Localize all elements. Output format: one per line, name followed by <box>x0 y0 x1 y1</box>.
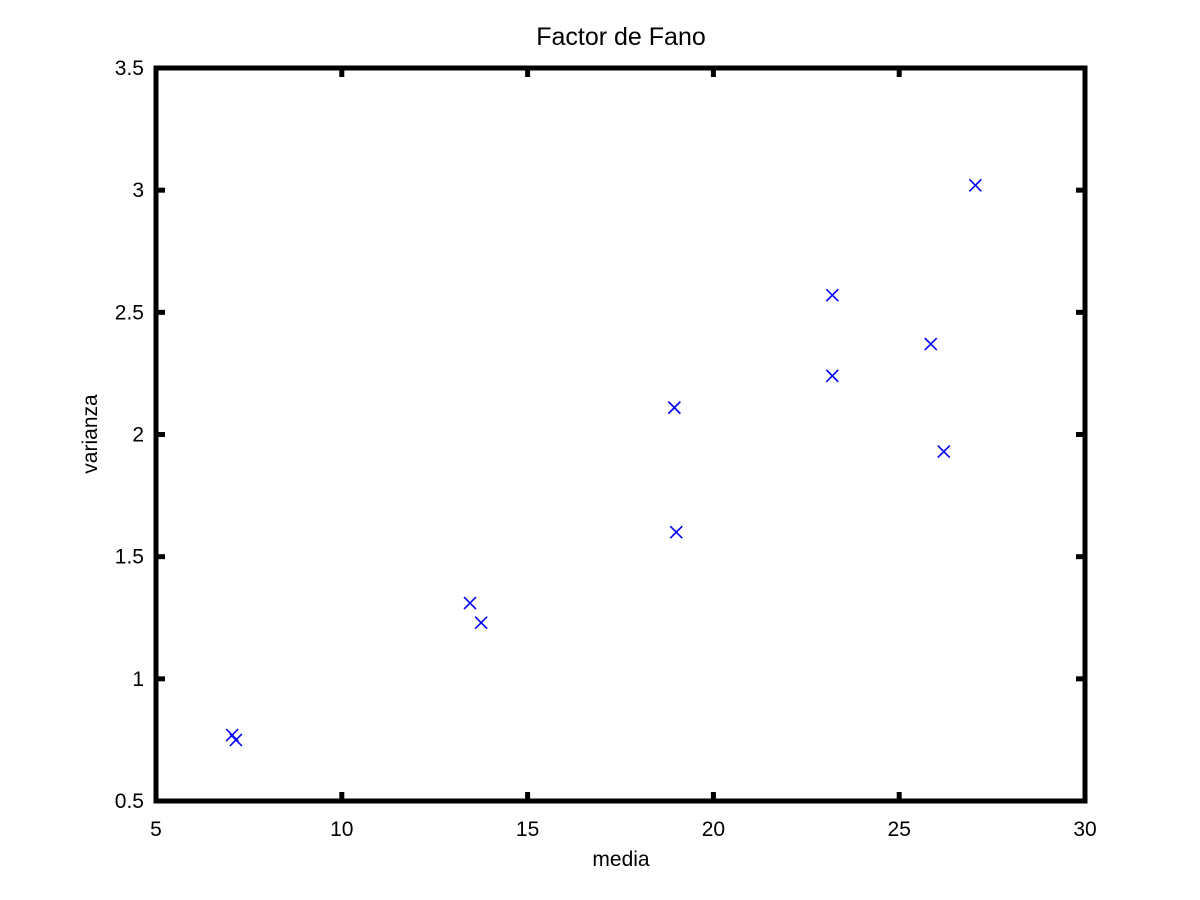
data-point-stroke <box>667 401 681 415</box>
data-point-stroke <box>825 288 839 302</box>
y-tick-label: 2 <box>132 424 144 447</box>
data-point <box>937 445 951 459</box>
y-tick-label: 1 <box>132 668 144 691</box>
x-tick-label: 25 <box>888 818 911 841</box>
y-tick-label: 3.5 <box>115 57 144 80</box>
plot-area: 5 10 15 20 25 30 0.5 1 1.5 2 2.5 3 3.5 <box>115 57 1097 841</box>
data-point-stroke <box>225 728 239 742</box>
data-point-stroke <box>937 445 951 459</box>
x-tick-label: 5 <box>150 818 162 841</box>
y-tick-label: 2.5 <box>115 301 144 324</box>
data-point <box>825 369 839 383</box>
data-point-stroke <box>825 369 839 383</box>
data-point-stroke <box>474 616 488 630</box>
data-point-stroke <box>968 178 982 192</box>
data-point <box>463 596 477 610</box>
data-point-stroke <box>924 337 938 351</box>
x-axis-label: media <box>592 848 650 871</box>
data-point <box>667 401 681 415</box>
data-point-stroke <box>669 525 683 539</box>
data-point <box>229 733 243 747</box>
y-tick-label: 3 <box>132 179 144 202</box>
data-point <box>474 616 488 630</box>
data-point <box>669 525 683 539</box>
axes-box <box>153 65 1088 804</box>
y-tick-label: 1.5 <box>115 546 144 569</box>
x-tick-label: 20 <box>702 818 725 841</box>
x-tick-label: 15 <box>516 818 539 841</box>
data-point <box>825 288 839 302</box>
x-tick-label: 30 <box>1073 818 1096 841</box>
y-axis-label: varianza <box>79 394 102 474</box>
chart-title: Factor de Fano <box>536 23 706 51</box>
data-point <box>924 337 938 351</box>
data-point-stroke <box>463 596 477 610</box>
x-tick-label: 10 <box>330 818 353 841</box>
data-point-stroke <box>229 733 243 747</box>
data-point <box>968 178 982 192</box>
y-tick-label: 0.5 <box>115 790 144 813</box>
